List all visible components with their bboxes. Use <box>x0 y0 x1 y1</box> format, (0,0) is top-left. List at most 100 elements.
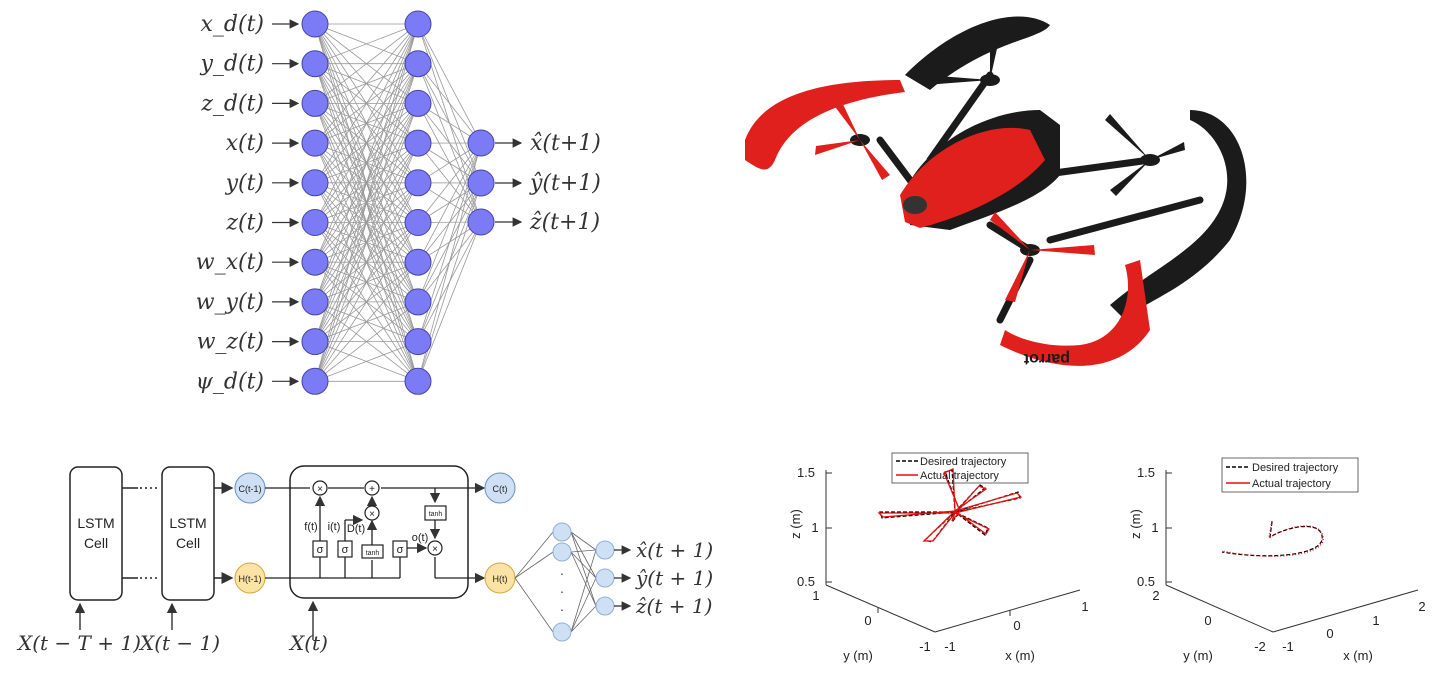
cell-state-prev-label: C(t-1) <box>239 484 262 494</box>
plot2-xtick-2: 2 <box>1418 599 1425 614</box>
input-multiply-op <box>364 505 380 521</box>
drone-bumper-left <box>745 80 905 170</box>
dense-edge <box>570 577 597 633</box>
plot2-desired-line <box>1221 521 1323 557</box>
dense-edge <box>570 605 597 633</box>
svg-text:×: × <box>317 484 323 495</box>
hidden-node <box>404 288 432 316</box>
dense-node-2 <box>552 542 572 562</box>
dense-edge <box>570 549 597 633</box>
lstm-input-current: X(t) <box>288 631 328 655</box>
edge-l2-out <box>417 23 482 144</box>
input-label: w_y(t) <box>196 290 264 315</box>
plot2-zlabel: z (m) <box>1128 509 1143 539</box>
plot2-legend <box>1221 457 1359 493</box>
dense-output-layer <box>514 531 597 633</box>
plot2-xtick-0: 0 <box>1326 626 1333 641</box>
input-node <box>301 248 329 276</box>
output-node-3 <box>595 596 615 616</box>
plot1-ztick-0.5: 0.5 <box>797 574 815 589</box>
svg-text:·: · <box>560 565 565 581</box>
plot1-xtick-1: 1 <box>1081 599 1088 614</box>
drone-canopy <box>900 127 1045 228</box>
drone-brand-text: parrot <box>1023 350 1070 367</box>
plot1-xtick--1: -1 <box>944 639 956 654</box>
plot1-ztick-1.5: 1.5 <box>797 465 815 480</box>
input-arrows <box>272 19 523 387</box>
hidden-node <box>404 50 432 78</box>
output-node-2 <box>595 568 615 588</box>
edge-l1-l2 <box>314 222 419 382</box>
edge-l1-l2 <box>314 23 419 342</box>
edge-l1-l2 <box>314 341 419 382</box>
plot2-legend-actual: Actual trajectory <box>1252 478 1331 490</box>
plot1-actual-line <box>877 468 1023 542</box>
hidden-node <box>404 328 432 356</box>
hidden-node <box>404 209 432 236</box>
trajectory-plot-1: 1.5 1 0.5 z (m) 1 0 -1 y (m) -1 0 1 x (m… <box>788 452 1089 663</box>
plot1-zlabel: z (m) <box>788 509 803 539</box>
drone-propellers <box>815 35 1185 302</box>
edge-l1-l2 <box>314 23 419 223</box>
drone-bumper-back <box>905 16 1050 90</box>
lstm-cell-1-label-2: Cell <box>84 535 108 551</box>
hidden-node <box>404 89 432 117</box>
input-node <box>301 89 329 117</box>
input-label: w_z(t) <box>197 330 264 355</box>
input-node <box>301 10 329 38</box>
dense-edge-in <box>514 577 554 633</box>
input-label: y_d(t) <box>199 52 264 77</box>
cell-tanh <box>424 505 447 521</box>
lstm-input-prev: X(t − 1) <box>138 631 220 655</box>
input-label: x_d(t) <box>201 12 265 37</box>
plot1-legend-actual: Actual trajectory <box>920 470 999 482</box>
plot2-ztick-1.5: 1.5 <box>1137 465 1155 480</box>
candidate-tanh <box>361 544 384 559</box>
plot2-ytick-0: 0 <box>1204 613 1211 628</box>
drone-image: parrot <box>745 16 1247 367</box>
plot1-legend-desired: Desired trajectory <box>920 456 1007 468</box>
edge-l1-l2 <box>314 23 419 144</box>
plot2-ztick-0.5: 0.5 <box>1137 574 1155 589</box>
forget-gate-sigma <box>312 540 328 558</box>
output-gate-label: o(t) <box>412 532 429 544</box>
output-node-1 <box>595 540 615 560</box>
lstm-output-y: ŷ(t + 1) <box>635 566 713 590</box>
input-node <box>301 129 329 157</box>
forget-gate-label: f(t) <box>304 521 317 533</box>
plot2-ytick--2: -2 <box>1254 639 1266 654</box>
edge-l1-l2 <box>314 142 419 382</box>
dense-node-1 <box>552 522 572 542</box>
input-node <box>301 288 329 316</box>
input-label: y(t) <box>225 171 264 196</box>
plot2-xtick--1: -1 <box>1282 639 1294 654</box>
cell-state-out-label: C(t) <box>493 484 508 494</box>
plot1-ytick--1: -1 <box>919 639 931 654</box>
edge-l1-l2 <box>314 261 419 382</box>
plot2-ylabel: y (m) <box>1183 648 1213 663</box>
input-label: ψ_d(t) <box>196 369 264 394</box>
input-node <box>301 50 329 78</box>
edge-l1-l2 <box>314 301 419 382</box>
input-node <box>301 367 329 395</box>
plot1-ylabel: y (m) <box>843 648 873 663</box>
edge-l1-l2 <box>314 63 419 382</box>
input-label: x(t) <box>226 131 264 156</box>
dense-edge <box>570 531 597 607</box>
lstm-cell-detail <box>289 465 469 599</box>
tanh-label-1: tanh <box>366 550 380 557</box>
output-node <box>467 129 495 157</box>
network-labels: x_d(t) y_d(t) z_d(t) x(t) y(t) z(t) w_x(t) w_y(… <box>196 12 601 394</box>
input-label: w_x(t) <box>196 250 264 275</box>
dense-edge <box>570 549 597 553</box>
output-label: x̂(t+1) <box>530 131 601 156</box>
drone-camera <box>903 196 927 214</box>
network-nodes <box>301 10 495 395</box>
output-gate-sigma <box>392 540 408 558</box>
edge-l2-out <box>417 142 482 263</box>
plot2-xtick-1: 1 <box>1372 613 1379 628</box>
edge-l1-l2 <box>314 103 419 382</box>
dense-edge <box>570 531 597 579</box>
lstm-cell-2-label-2: Cell <box>176 535 200 551</box>
